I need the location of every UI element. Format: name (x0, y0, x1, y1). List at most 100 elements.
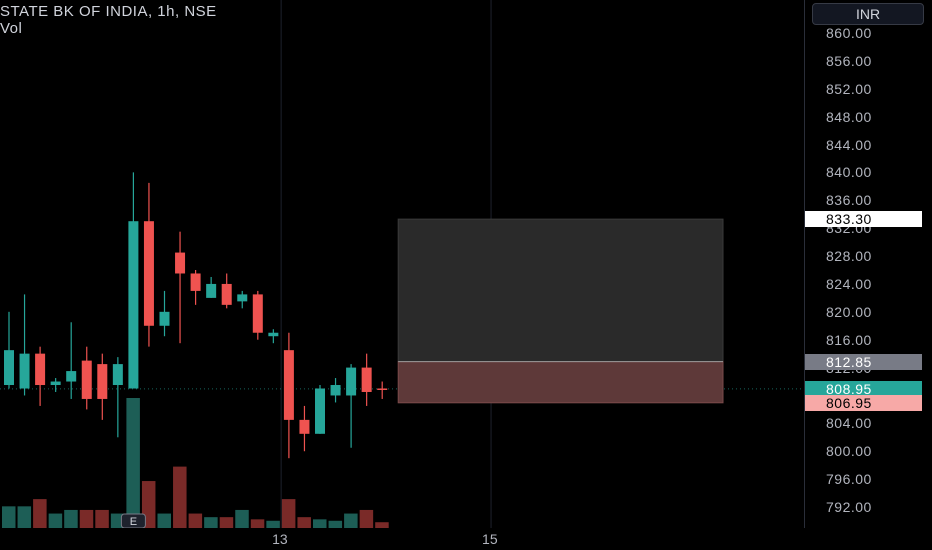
time-label: 15 (482, 531, 498, 547)
candle (252, 290, 263, 340)
volume-bars (2, 398, 389, 528)
volume-bar (266, 520, 280, 528)
price-tick-label: 844.00 (826, 136, 872, 153)
candle-body (315, 388, 325, 434)
currency-button[interactable]: INR (812, 3, 924, 25)
volume-bar (219, 517, 234, 528)
candle (159, 290, 170, 337)
volume-bar (250, 519, 265, 528)
price-badge: 808.95 (805, 380, 922, 397)
candle (377, 381, 388, 399)
candle-body (81, 360, 92, 399)
price-tick-label: 820.00 (826, 303, 872, 320)
candle (4, 311, 14, 389)
candle (315, 385, 325, 434)
candle (283, 332, 294, 459)
price-tick-label: 816.00 (826, 331, 872, 348)
candles (4, 172, 388, 459)
position-tool[interactable] (397, 218, 724, 404)
volume-bar (297, 517, 311, 528)
price-tick-label: 796.00 (826, 471, 872, 488)
price-tick-label: 804.00 (826, 415, 872, 432)
candle-body (66, 371, 77, 382)
volume-bar (33, 499, 47, 528)
candle-body (268, 332, 279, 337)
candle (206, 276, 217, 298)
earnings-marker[interactable]: E (120, 513, 146, 528)
candle-body (252, 294, 263, 333)
volume-bar (375, 522, 389, 528)
price-tick-label: 848.00 (826, 108, 872, 125)
volume-bar (359, 509, 374, 528)
candle (19, 294, 30, 396)
candle (299, 405, 310, 452)
candle (81, 346, 92, 410)
candle (112, 357, 123, 438)
volume-legend[interactable]: Vol (0, 20, 23, 37)
price-tick-label: 856.00 (826, 52, 872, 69)
candle-body (299, 419, 310, 434)
volume-bar (204, 517, 218, 528)
price-tick-label: 860.00 (826, 25, 872, 41)
candle (66, 322, 77, 399)
candle (361, 353, 372, 406)
candle-body (159, 311, 170, 326)
earnings-marker-label: E (130, 516, 137, 528)
candle-body (283, 350, 294, 420)
price-tick-label: 792.00 (826, 499, 872, 515)
volume-bar (344, 513, 358, 528)
candle-body (237, 294, 248, 302)
volume-bar (126, 398, 140, 528)
time-scale[interactable]: 13 15 (0, 528, 805, 550)
volume-bar (17, 506, 32, 528)
candle-body (361, 367, 372, 392)
chart-legend: STATE BK OF INDIA, 1h, NSE Vol (0, 3, 217, 37)
target-zone (397, 218, 724, 363)
volume-bar (2, 506, 16, 528)
volume-bar (188, 513, 203, 528)
event-markers[interactable]: E (120, 513, 146, 528)
volume-bar (79, 509, 94, 528)
price-tick-label: 836.00 (826, 192, 872, 209)
candle-body (50, 381, 61, 386)
price-badge: 833.30 (805, 211, 922, 228)
candle-body (4, 350, 14, 386)
candle (50, 378, 61, 392)
candle-body (190, 273, 201, 291)
candle-body (35, 353, 46, 386)
candle (143, 182, 154, 347)
candle-body (143, 221, 154, 326)
candle-body (128, 221, 139, 389)
candle-body (377, 388, 388, 390)
candle (346, 364, 357, 448)
candle-body (19, 353, 30, 389)
candle (128, 172, 139, 389)
price-tick-label: 824.00 (826, 275, 872, 292)
volume-bar (281, 499, 296, 528)
volume-bar (95, 509, 109, 528)
candle (330, 378, 341, 403)
symbol-title[interactable]: STATE BK OF INDIA, 1h, NSE (0, 3, 217, 20)
candle (175, 231, 186, 344)
candle-body (221, 283, 232, 305)
price-tick-label: 852.00 (826, 80, 872, 97)
candle (221, 273, 232, 309)
price-badge: 806.95 (805, 394, 922, 411)
volume-bar (157, 513, 171, 528)
candle (97, 353, 108, 420)
price-tick-label: 840.00 (826, 164, 872, 181)
stop-zone (397, 361, 724, 404)
candle (237, 290, 248, 309)
volume-bar (328, 520, 343, 528)
candle-body (330, 385, 341, 396)
time-label: 13 (272, 531, 288, 547)
earnings-marker-box (120, 513, 146, 528)
volume-bar (235, 509, 249, 528)
volume-bar (48, 513, 63, 528)
candle-body (97, 364, 108, 399)
candle-body (346, 367, 357, 396)
volume-bar (313, 519, 327, 528)
candle-body (175, 252, 186, 274)
chart-area[interactable]: E (0, 0, 805, 528)
price-badge: 812.85 (805, 353, 922, 370)
